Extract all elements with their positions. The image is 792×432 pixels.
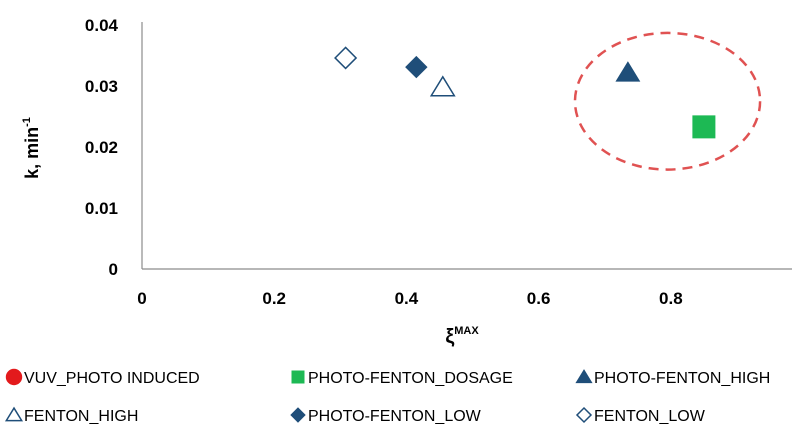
legend-label: PHOTO-FENTON_LOW: [308, 408, 482, 425]
data-point-diamond: [334, 46, 358, 70]
y-tick-label: 0.02: [85, 138, 118, 157]
x-tick-label: 0.8: [659, 289, 683, 308]
legend-label: FENTON_LOW: [594, 408, 706, 425]
plot-area: 0 0.01 0.02 0.03 0.04 0 0.2 0.4 0.6 0.8: [85, 16, 792, 308]
y-tick-label: 0: [109, 260, 118, 279]
data-point-square: [692, 115, 716, 139]
x-tick-label: 0.4: [395, 289, 419, 308]
y-tick-label: 0.01: [85, 199, 118, 218]
x-tick-label: 0.6: [527, 289, 551, 308]
legend-item: PHOTO-FENTON_HIGH: [575, 369, 770, 387]
y-tick-label: 0.04: [85, 16, 119, 35]
legend-label: FENTON_HIGH: [24, 408, 138, 425]
legend-item: VUV_PHOTO INDUCED: [5, 368, 200, 387]
x-tick-label: 0: [137, 289, 146, 308]
annotation-layer: [573, 31, 762, 171]
legend-marker-diamond: [575, 406, 593, 424]
legend-marker-triangle: [4, 406, 24, 422]
data-point-diamond: [405, 55, 428, 79]
x-axis-title-superscript: MAX: [454, 325, 479, 337]
y-axis-title: k, min-1: [21, 117, 42, 179]
data-point-triangle: [429, 75, 456, 97]
legend-marker-diamond: [290, 407, 306, 423]
y-axis-title-main: k, min: [22, 127, 42, 179]
legend-label: PHOTO-FENTON_HIGH: [594, 370, 770, 387]
legend-label: PHOTO-FENTON_DOSAGE: [308, 370, 513, 387]
legend-item: PHOTO-FENTON_DOSAGE: [291, 370, 513, 387]
y-tick-labels: 0 0.01 0.02 0.03 0.04: [85, 16, 119, 279]
x-axis-title: ξMAX: [445, 325, 479, 348]
y-axis-title-superscript: -1: [21, 117, 33, 127]
y-tick-label: 0.03: [85, 77, 118, 96]
legend-item: FENTON_LOW: [575, 406, 706, 425]
x-axis-title-main: ξ: [445, 326, 454, 348]
x-tick-label: 0.2: [262, 289, 286, 308]
legend-item: PHOTO-FENTON_LOW: [290, 407, 482, 425]
legend: VUV_PHOTO INDUCED PHOTO-FENTON_DOSAGE PHOT…: [4, 368, 770, 425]
legend-marker-circle: [5, 368, 23, 386]
data-points: [334, 46, 716, 139]
legend-marker-square: [291, 370, 305, 384]
highlight-ellipse: [573, 31, 762, 171]
data-point-triangle: [615, 61, 641, 82]
x-tick-labels: 0 0.2 0.4 0.6 0.8: [137, 289, 682, 308]
legend-item: FENTON_HIGH: [4, 406, 138, 425]
legend-label: VUV_PHOTO INDUCED: [24, 370, 200, 387]
legend-marker-triangle: [575, 369, 593, 384]
